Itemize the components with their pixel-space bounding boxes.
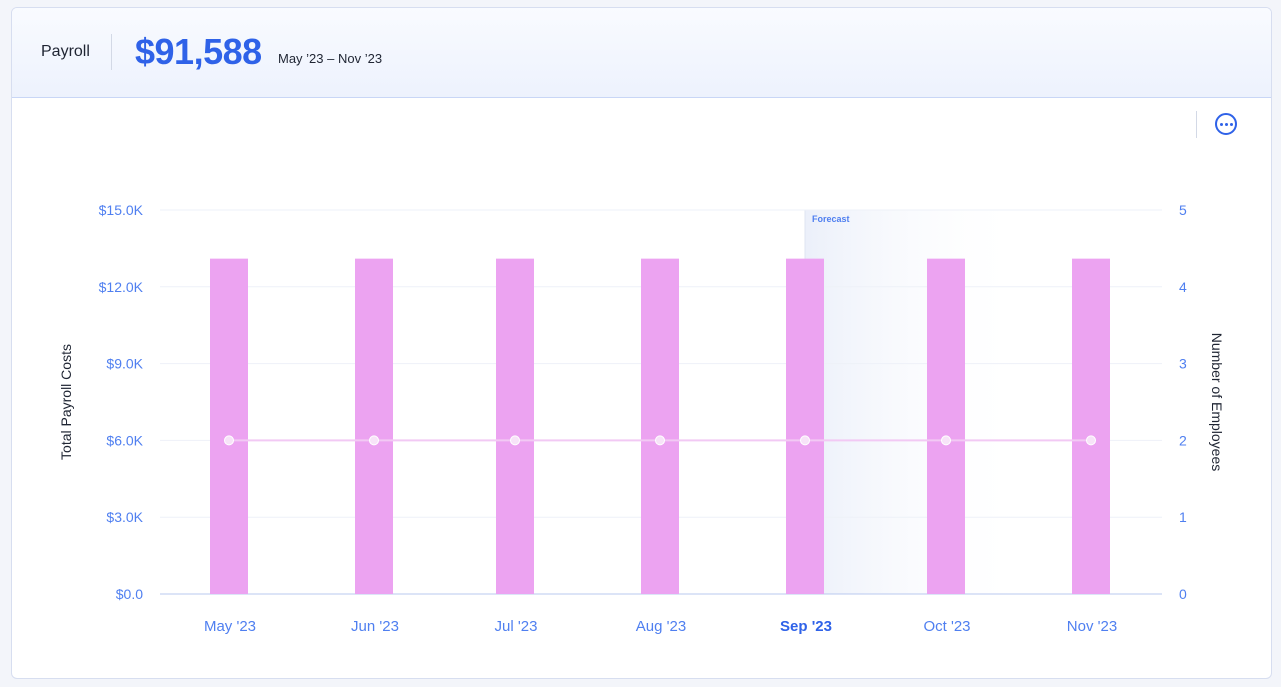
page-title: Payroll (41, 43, 90, 60)
y-left-tick-label: $6.0K (106, 432, 143, 448)
payroll-total: $91,588 (135, 31, 262, 72)
bar-jun-23 (355, 258, 393, 594)
bar-jul-23 (496, 258, 534, 594)
y-right-tick-label: 4 (1179, 279, 1187, 295)
date-range: May ’23 – Nov ’23 (278, 51, 383, 66)
y-right-tick-label: 0 (1179, 586, 1187, 602)
bar-nov-23 (1072, 258, 1110, 594)
x-tick-label: Jul '23 (495, 618, 538, 635)
forecast-region (805, 210, 1025, 594)
y-left-tick-label: $3.0K (106, 509, 143, 525)
menu-divider (1196, 111, 1197, 138)
x-tick-label: May '23 (204, 618, 256, 635)
x-tick-label: Sep '23 (780, 618, 832, 635)
employees-point (800, 435, 810, 446)
y-right-tick-label: 2 (1179, 432, 1187, 448)
y-left-tick-label: $0.0 (116, 586, 143, 602)
x-tick-label: Nov '23 (1067, 618, 1117, 635)
employees-point (510, 435, 520, 446)
bar-sep-23 (786, 258, 824, 594)
employees-point (224, 435, 234, 446)
y-left-axis-title: Total Payroll Costs (58, 344, 74, 460)
more-horizontal-icon (1219, 122, 1223, 126)
y-right-axis-title: Number of Employees (1209, 333, 1225, 472)
y-left-tick-label: $9.0K (106, 356, 143, 372)
header-divider (111, 34, 112, 70)
card-header: Payroll $91,588 May ’23 – Nov ’23 (12, 8, 1271, 98)
y-right-tick-label: 1 (1179, 509, 1187, 525)
employees-point (941, 435, 951, 446)
more-dot (1224, 122, 1228, 126)
employees-point (655, 435, 665, 446)
x-tick-label: Jun '23 (351, 618, 399, 635)
bar-aug-23 (641, 258, 679, 594)
y-right-tick-label: 5 (1179, 202, 1187, 218)
more-options-button[interactable] (1215, 113, 1237, 135)
employees-point (1086, 435, 1096, 446)
y-left-tick-label: $15.0K (99, 202, 144, 218)
forecast-label: Forecast (812, 214, 850, 224)
x-tick-label: Aug '23 (636, 618, 686, 635)
x-tick-label: Oct '23 (923, 618, 970, 635)
y-right-tick-label: 3 (1179, 356, 1187, 372)
y-left-tick-label: $12.0K (99, 279, 144, 295)
bar-oct-23 (927, 258, 965, 594)
bar-may-23 (210, 258, 248, 594)
employees-point (369, 435, 379, 446)
more-dot (1229, 122, 1233, 126)
